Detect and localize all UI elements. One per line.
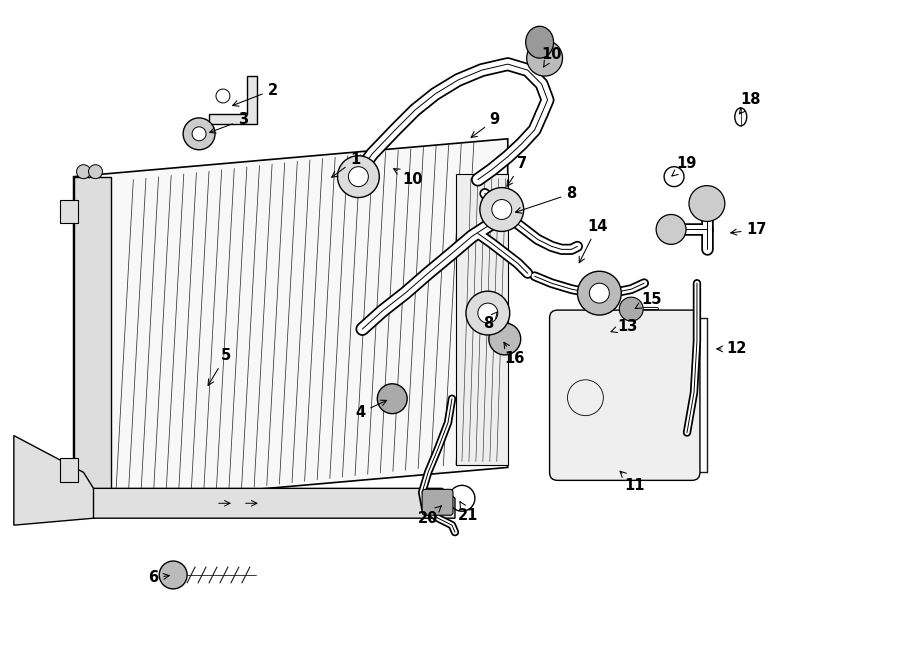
- Circle shape: [478, 303, 498, 323]
- Circle shape: [619, 297, 644, 321]
- Polygon shape: [74, 176, 112, 505]
- Circle shape: [88, 165, 103, 178]
- Text: 19: 19: [671, 156, 698, 176]
- Circle shape: [656, 214, 686, 245]
- Circle shape: [183, 118, 215, 150]
- Text: 4: 4: [356, 400, 387, 420]
- Polygon shape: [74, 139, 508, 505]
- Circle shape: [76, 165, 91, 178]
- Text: 12: 12: [716, 342, 747, 356]
- Text: 18: 18: [739, 93, 761, 114]
- Circle shape: [377, 384, 407, 414]
- Bar: [59, 459, 77, 483]
- Text: 2: 2: [232, 83, 278, 106]
- Text: 10: 10: [393, 169, 422, 187]
- Circle shape: [159, 561, 187, 589]
- Text: 16: 16: [504, 342, 525, 366]
- Text: 8: 8: [482, 311, 498, 330]
- Text: 8: 8: [516, 186, 577, 213]
- Text: 17: 17: [731, 222, 767, 237]
- Circle shape: [578, 271, 621, 315]
- Text: 14: 14: [580, 219, 608, 263]
- Text: 21: 21: [458, 502, 478, 523]
- Polygon shape: [84, 488, 455, 518]
- Text: 15: 15: [635, 292, 662, 309]
- Circle shape: [489, 323, 521, 355]
- Bar: [59, 200, 77, 223]
- Text: 9: 9: [471, 112, 500, 137]
- Text: 13: 13: [611, 319, 637, 334]
- Circle shape: [491, 200, 512, 219]
- Text: 3: 3: [210, 112, 248, 133]
- Text: 11: 11: [620, 471, 644, 493]
- Circle shape: [216, 89, 230, 103]
- Text: 1: 1: [332, 152, 361, 177]
- Polygon shape: [209, 76, 256, 124]
- Text: 5: 5: [208, 348, 231, 385]
- FancyBboxPatch shape: [422, 489, 453, 515]
- Circle shape: [338, 156, 379, 198]
- FancyBboxPatch shape: [550, 310, 700, 481]
- Text: 6: 6: [148, 570, 169, 586]
- Text: 10: 10: [541, 47, 562, 67]
- Polygon shape: [456, 174, 508, 465]
- Text: 7: 7: [507, 156, 526, 186]
- Circle shape: [192, 127, 206, 141]
- Polygon shape: [14, 436, 94, 525]
- Circle shape: [526, 40, 562, 76]
- Circle shape: [348, 167, 368, 186]
- Ellipse shape: [526, 26, 554, 58]
- Circle shape: [689, 186, 724, 221]
- Text: 20: 20: [418, 506, 441, 525]
- Circle shape: [466, 291, 509, 335]
- Circle shape: [480, 188, 524, 231]
- Circle shape: [590, 283, 609, 303]
